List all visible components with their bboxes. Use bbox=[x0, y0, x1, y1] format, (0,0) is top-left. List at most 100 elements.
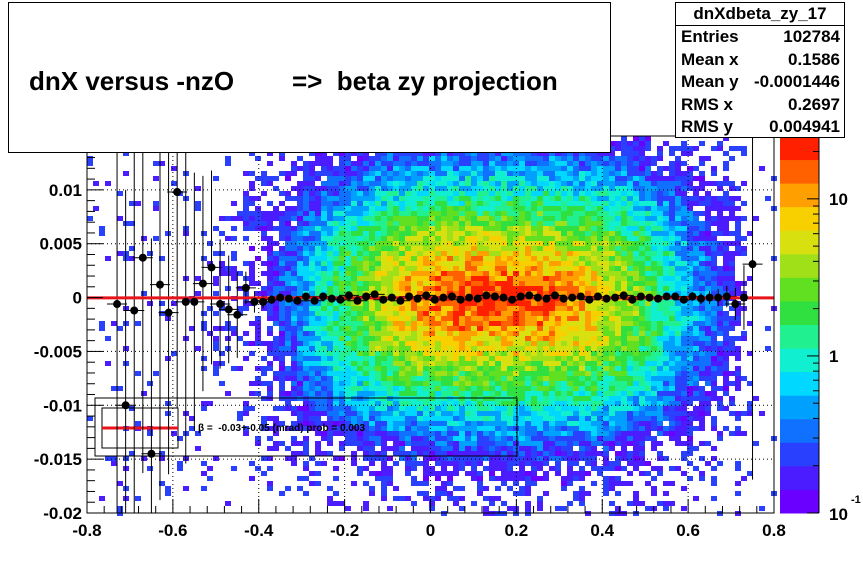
heatmap-cell bbox=[483, 321, 489, 326]
heatmap-cell bbox=[501, 166, 507, 171]
heatmap-cell bbox=[231, 276, 237, 281]
heatmap-cell bbox=[519, 306, 525, 311]
heatmap-cell bbox=[591, 411, 597, 416]
heatmap-cell bbox=[489, 236, 495, 241]
heatmap-cell bbox=[537, 501, 543, 506]
heatmap-cell bbox=[591, 261, 597, 266]
heatmap-cell bbox=[543, 276, 549, 281]
heatmap-cell bbox=[603, 386, 609, 391]
heatmap-cell bbox=[363, 411, 369, 416]
heatmap-cell bbox=[387, 391, 393, 396]
heatmap-cell bbox=[423, 286, 429, 291]
heatmap-cell bbox=[363, 501, 369, 506]
heatmap-cell bbox=[651, 251, 657, 256]
heatmap-cell bbox=[351, 291, 357, 296]
heatmap-cell bbox=[477, 206, 483, 211]
heatmap-cell bbox=[555, 371, 561, 376]
heatmap-cell bbox=[441, 486, 447, 491]
heatmap-cell bbox=[393, 231, 399, 236]
heatmap-cell bbox=[579, 491, 585, 496]
heatmap-cell bbox=[603, 191, 609, 196]
heatmap-cell bbox=[207, 401, 213, 406]
heatmap-cell bbox=[423, 441, 429, 446]
heatmap-cell bbox=[285, 301, 291, 306]
heatmap-cell bbox=[489, 371, 495, 376]
heatmap-cell bbox=[555, 326, 561, 331]
heatmap-cell bbox=[483, 406, 489, 411]
heatmap-cell bbox=[561, 381, 567, 386]
heatmap-cell bbox=[339, 226, 345, 231]
heatmap-cell bbox=[615, 491, 621, 496]
heatmap-cell bbox=[411, 206, 417, 211]
heatmap-cell bbox=[357, 166, 363, 171]
heatmap-cell bbox=[663, 481, 669, 486]
heatmap-cell bbox=[669, 386, 675, 391]
heatmap-cell bbox=[501, 406, 507, 411]
heatmap-cell bbox=[399, 306, 405, 311]
heatmap-cell bbox=[393, 441, 399, 446]
heatmap-cell bbox=[357, 276, 363, 281]
heatmap-cell bbox=[465, 151, 471, 156]
heatmap-cell bbox=[693, 306, 699, 311]
heatmap-cell bbox=[675, 391, 681, 396]
heatmap-cell bbox=[267, 326, 273, 331]
heatmap-cell bbox=[333, 466, 339, 471]
heatmap-cell bbox=[537, 371, 543, 376]
heatmap-cell bbox=[591, 231, 597, 236]
heatmap-cell bbox=[279, 321, 285, 326]
heatmap-cell bbox=[501, 366, 507, 371]
heatmap-cell bbox=[375, 236, 381, 241]
heatmap-cell bbox=[525, 346, 531, 351]
heatmap-cell bbox=[615, 411, 621, 416]
heatmap-cell bbox=[501, 461, 507, 466]
heatmap-cell bbox=[279, 421, 285, 426]
heatmap-cell bbox=[537, 356, 543, 361]
heatmap-cell bbox=[489, 436, 495, 441]
heatmap-cell bbox=[657, 271, 663, 276]
heatmap-cell bbox=[363, 406, 369, 411]
heatmap-cell bbox=[549, 186, 555, 191]
heatmap-cell bbox=[291, 246, 297, 251]
heatmap-cell bbox=[483, 236, 489, 241]
heatmap-cell bbox=[405, 171, 411, 176]
heatmap-cell bbox=[195, 346, 201, 351]
heatmap-cell bbox=[561, 226, 567, 231]
heatmap-cell bbox=[369, 461, 375, 466]
heatmap-cell bbox=[609, 331, 615, 336]
heatmap-cell bbox=[537, 236, 543, 241]
heatmap-cell bbox=[507, 321, 513, 326]
heatmap-cell bbox=[399, 421, 405, 426]
heatmap-cell bbox=[333, 271, 339, 276]
heatmap-cell bbox=[687, 216, 693, 221]
heatmap-cell bbox=[513, 236, 519, 241]
heatmap-cell bbox=[495, 226, 501, 231]
heatmap-cell bbox=[639, 231, 645, 236]
heatmap-cell bbox=[393, 316, 399, 321]
heatmap-cell bbox=[603, 241, 609, 246]
heatmap-cell bbox=[681, 356, 687, 361]
heatmap-cell bbox=[453, 246, 459, 251]
heatmap-cell bbox=[693, 196, 699, 201]
heatmap-cell bbox=[435, 151, 441, 156]
heatmap-cell bbox=[591, 166, 597, 171]
heatmap-cell bbox=[483, 191, 489, 196]
heatmap-cell bbox=[327, 486, 333, 491]
heatmap-cell bbox=[351, 211, 357, 216]
heatmap-cell bbox=[291, 306, 297, 311]
heatmap-cell bbox=[309, 266, 315, 271]
heatmap-cell bbox=[471, 336, 477, 341]
heatmap-cell bbox=[501, 466, 507, 471]
heatmap-cell bbox=[471, 226, 477, 231]
heatmap-cell bbox=[525, 396, 531, 401]
heatmap-cell bbox=[393, 276, 399, 281]
heatmap-cell bbox=[363, 196, 369, 201]
heatmap-cell bbox=[633, 331, 639, 336]
heatmap-cell bbox=[393, 186, 399, 191]
heatmap-cell bbox=[513, 471, 519, 476]
heatmap-cell bbox=[579, 351, 585, 356]
heatmap-cell bbox=[273, 211, 279, 216]
heatmap-cell bbox=[621, 141, 627, 146]
heatmap-cell bbox=[669, 326, 675, 331]
heatmap-cell bbox=[603, 166, 609, 171]
heatmap-cell bbox=[321, 271, 327, 276]
